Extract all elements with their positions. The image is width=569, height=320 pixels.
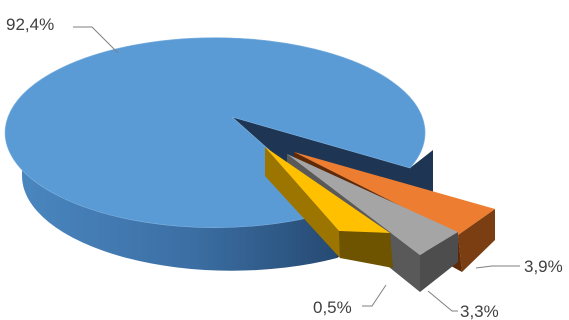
pie-slice-0-top [4,37,426,228]
pie-slice-3-top [265,147,390,233]
data-label-1: 3,9% [524,257,563,276]
leader-line-2 [427,290,458,312]
leader-line-3 [362,284,387,307]
pie-slice-3-inner [265,147,340,258]
pie-slice-1-top [294,152,495,235]
pie-slice-0-side [21,128,338,271]
leader-line-0 [73,26,119,54]
data-label-2: 3,3% [460,302,499,320]
leader-line-1 [475,265,520,269]
pie-slice-3 [265,147,393,268]
data-label-3: 0,5% [313,298,352,317]
pie-slice-2-side [420,232,458,292]
pie-slice-1-side [458,209,495,272]
pie-slice-3-side [339,231,393,268]
pie-slice-2-top [287,154,458,255]
data-label-0: 92,4% [6,15,54,34]
